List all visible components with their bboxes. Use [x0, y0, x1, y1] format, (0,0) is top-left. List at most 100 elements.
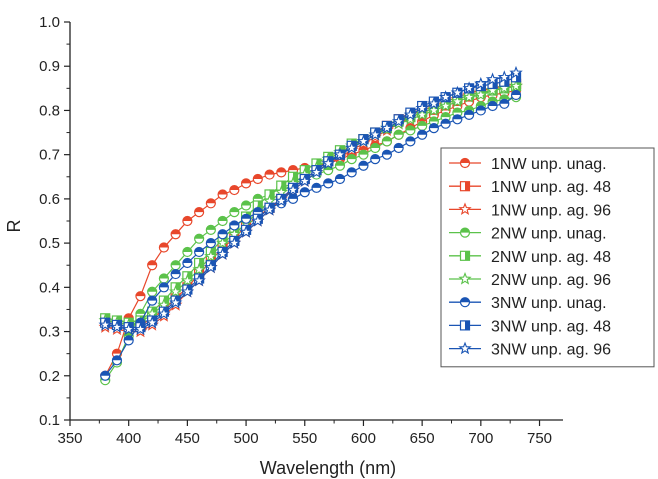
x-tick-label-700: 700 [468, 430, 493, 447]
axes-layer: 350 400 450 500 550 600 650 700 750 0.1 0.2 0.3 0.4 0… [39, 14, 563, 447]
series-6-point-33 [474, 87, 488, 101]
series-4-point-11 [217, 215, 228, 227]
series-5-point-15-fill [269, 189, 275, 199]
series-9-point-25 [380, 120, 394, 134]
series-4-point-23 [358, 149, 369, 160]
series-9-point-33 [474, 76, 488, 90]
series-9-point-31-outline [450, 85, 465, 99]
series-4-point-30-fill [441, 112, 451, 118]
series-9-point-20-outline [321, 156, 336, 170]
series-1-point-16 [276, 167, 287, 178]
legend-item-1: 1NW unp. unag. [449, 156, 607, 173]
x-axis-title: Wavelength (nm) [260, 458, 396, 478]
series-7-point-33 [475, 105, 486, 116]
series-9-point-20 [321, 156, 336, 170]
series-9-point-1-outline [98, 317, 112, 331]
legend-item-8-marker [459, 320, 471, 331]
series-7-point-9-fill [194, 247, 204, 252]
series-4-point-8-fill [182, 247, 192, 252]
series-4-point-12 [229, 207, 240, 218]
series-7-point-3 [123, 335, 134, 346]
series-7-point-6-fill [159, 282, 169, 288]
x-tick-label-550: 550 [292, 430, 317, 447]
series-5-point-14-fill [257, 201, 263, 211]
series-9 [98, 65, 523, 336]
series-9-point-9 [192, 273, 206, 287]
series-7-point-24-fill [370, 154, 380, 160]
legend-item-2-marker [459, 181, 471, 192]
series-4-point-13 [240, 200, 252, 211]
y-tick-label-6: 0.6 [39, 191, 60, 208]
series-4-point-7-fill [171, 260, 181, 266]
series-7-point-25-fill [382, 150, 392, 155]
series-7-point-28 [417, 129, 428, 140]
series-7-point-3-fill [124, 335, 134, 341]
legend-item-8-marker-fill [465, 320, 470, 330]
series-9-point-13 [239, 225, 253, 238]
legend-item-3: 1NW unp. ag. 96 [449, 202, 611, 219]
series-5-point-17-fill [293, 172, 298, 182]
legend-item-6: 2NW unp. ag. 96 [449, 271, 611, 289]
series-9-point-31 [450, 85, 465, 99]
series-7-point-26 [393, 142, 404, 154]
series-7-point-5-fill [147, 296, 157, 301]
series-7-point-29 [428, 123, 439, 134]
series-4-point-11-fill [218, 216, 228, 221]
series-7-point-6 [158, 282, 170, 293]
series-4-point-5-fill [147, 287, 157, 292]
legend-item-8: 3NW unp. ag. 48 [449, 318, 611, 335]
series-4-point-25-fill [382, 136, 392, 142]
series-5-point-18-fill [304, 165, 310, 175]
series-9-point-14 [251, 213, 265, 227]
series-9-point-2-outline [110, 319, 124, 333]
series-9-point-26-outline [391, 114, 406, 128]
series-1-point-9-fill [194, 207, 204, 213]
series-1-point-15 [264, 169, 275, 180]
series-9-point-17 [286, 182, 300, 196]
series-6-point-8 [180, 273, 195, 287]
series-9-point-15 [262, 202, 277, 216]
series-9-point-7 [168, 295, 183, 309]
series-7-point-24 [370, 153, 381, 165]
legend-item-4-label: 2NW unp. unag. [491, 226, 607, 243]
legend-item-7-marker [459, 297, 471, 308]
series-9-point-30 [438, 90, 453, 103]
series-1-point-14 [252, 173, 263, 185]
legend-item-9-marker-outline [458, 341, 472, 355]
legend-item-7-marker-fill [460, 297, 470, 303]
series-1-point-10-fill [206, 198, 216, 204]
series-6-point-7 [168, 284, 183, 298]
y-axis-title: R [4, 220, 24, 233]
series-4-point-4-fill [135, 309, 145, 314]
series-9-point-11 [215, 247, 230, 260]
series-7-point-12 [229, 220, 240, 231]
series-7-point-35 [499, 98, 510, 109]
series-7-point-5 [147, 295, 158, 306]
series-4-point-14-fill [253, 194, 263, 199]
series-7-point-31-fill [452, 114, 462, 120]
series-1-point-10 [205, 198, 216, 209]
series-7-point-34-fill [488, 101, 498, 107]
series-6-point-32-outline [462, 90, 476, 103]
legend-item-5-marker-fill [465, 251, 470, 261]
series-9-point-10-outline [204, 260, 218, 274]
series-9-point-34 [485, 72, 500, 86]
series-9-point-5-outline [145, 315, 159, 329]
series-6-point-9 [192, 262, 206, 276]
series-4-point-5 [147, 286, 158, 297]
series-7-point-7 [170, 268, 181, 280]
legend-box [440, 147, 655, 368]
series-1-point-12-fill [229, 185, 239, 191]
series-7-point-10 [205, 238, 216, 249]
series-1-point-13 [240, 178, 252, 189]
series-7-point-30-fill [441, 119, 451, 124]
series-9-point-3-outline [122, 322, 136, 336]
series-9-point-10 [204, 260, 218, 274]
series-1-point-8 [182, 215, 193, 227]
series-1-point-11 [217, 189, 228, 200]
series-4-point-7 [170, 260, 181, 271]
series-7-point-2-fill [112, 355, 122, 361]
series-5-point-19-fill [316, 159, 321, 169]
y-tick-label-10: 1.0 [39, 14, 60, 31]
